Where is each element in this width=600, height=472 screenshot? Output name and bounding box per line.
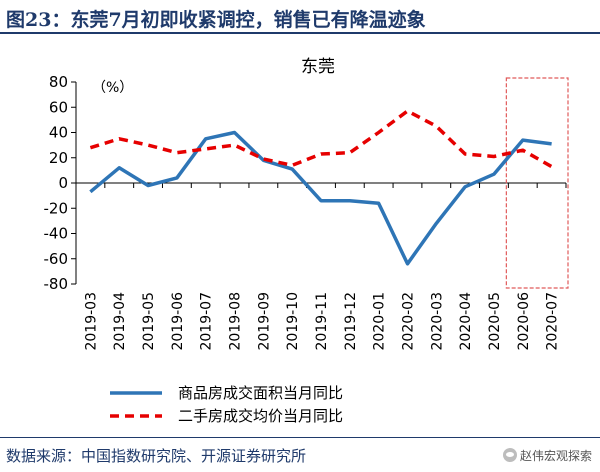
- x-tick-label: 2019-10: [285, 292, 301, 351]
- watermark: 赵伟宏观探索: [502, 447, 592, 464]
- y-tick-label: 20: [49, 149, 68, 167]
- x-tick-label: 2019-05: [141, 292, 157, 351]
- legend: 商品房成交面积当月同比 二手房成交均价当月同比: [110, 384, 343, 425]
- unit-label: （%）: [92, 80, 133, 96]
- legend-label-solid: 商品房成交面积当月同比: [178, 384, 343, 402]
- footer: 数据来源：中国指数研究院、开源证券研究所 赵伟宏观探索: [0, 437, 600, 472]
- y-tick-label: 40: [49, 124, 68, 142]
- legend-label-dashed: 二手房成交均价当月同比: [178, 407, 343, 425]
- x-tick-label: 2019-06: [170, 292, 186, 351]
- x-tick-label: 2019-09: [256, 292, 272, 351]
- x-tick-label: 2020-02: [400, 292, 416, 351]
- figure-title-bar: 图23：东莞7月初即收紧调控，销售已有降温迹象: [0, 0, 600, 34]
- x-tick-label: 2020-05: [487, 292, 503, 351]
- chart-title: 东莞: [301, 57, 335, 77]
- y-tick-label: 0: [58, 174, 68, 192]
- series-points: [90, 110, 552, 264]
- x-tick-label: 2019-07: [199, 292, 215, 351]
- x-tick-label: 2020-04: [458, 292, 474, 351]
- series-commercial-area-line: [89, 130, 552, 266]
- x-tick-label: 2019-04: [112, 292, 128, 351]
- x-tick-label: 2019-12: [343, 292, 359, 351]
- x-tick-label: 2020-07: [545, 292, 561, 351]
- y-tick-label: -40: [44, 225, 69, 243]
- x-axis: 2019-03 2019-04 2019-05 2019-06 2019-07 2019-…: [75, 183, 567, 351]
- x-tick-label: 2020-01: [372, 292, 388, 351]
- y-tick-label: 60: [49, 98, 68, 116]
- y-tick-label: 80: [49, 73, 68, 91]
- x-tick-label: 2019-03: [83, 292, 99, 351]
- x-tick-label: 2019-08: [228, 292, 244, 351]
- watermark-label: 赵伟宏观探索: [519, 449, 592, 463]
- highlight-box: [505, 77, 569, 289]
- x-tick-label: 2020-06: [516, 292, 532, 351]
- x-tick-label: 2020-03: [429, 292, 445, 351]
- y-tick-label: -20: [44, 199, 69, 217]
- source-note: 数据来源：中国指数研究院、开源证券研究所: [6, 447, 307, 465]
- series-second-hand-price-line: [89, 109, 553, 169]
- x-tick-label: 2019-11: [314, 292, 330, 351]
- y-tick-label: -80: [44, 275, 69, 293]
- y-tick-label: -60: [44, 250, 69, 268]
- y-axis: 80 60 40 20 0 -20 -40 -60 -80: [44, 73, 76, 293]
- figure-title: 图23：东莞7月初即收紧调控，销售已有降温迹象: [6, 9, 426, 31]
- wechat-icon: [502, 448, 517, 462]
